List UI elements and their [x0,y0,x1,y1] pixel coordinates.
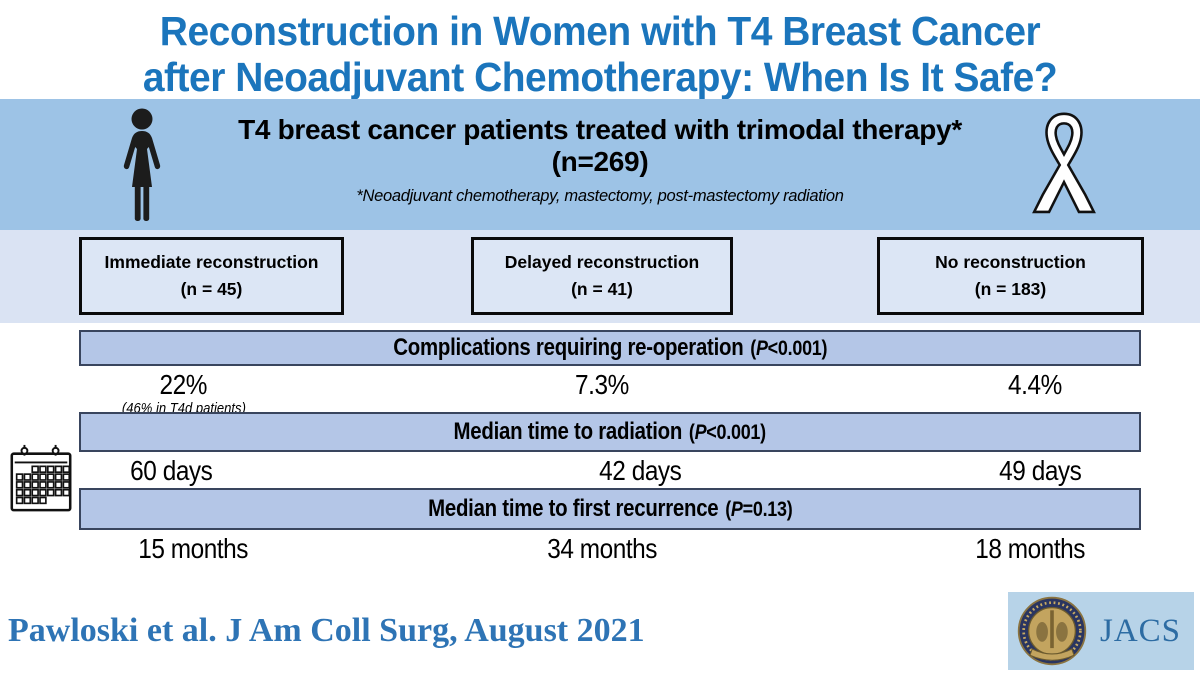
outcome-value: 49 days [999,455,1082,486]
outcome-bar-recurrence: Median time to first recurrence (P=0.13) [79,488,1141,530]
outcome-value: 18 months [975,533,1086,564]
outcome-bar-radiation: Median time to radiation (P<0.001) [79,412,1141,452]
outcome-value: 60 days [130,455,213,486]
outcome-value: 7.3% [575,369,629,400]
outcome-value: 42 days [598,455,682,486]
bar-title-text: Median time to radiation [453,418,683,445]
banner-footnote: *Neoadjuvant chemotherapy, mastectomy, p… [356,186,844,205]
bar-title-text: Median time to first recurrence [427,495,719,522]
cohort-banner: T4 breast cancer patients treated with t… [0,99,1200,230]
jacs-logo: JACS [1008,592,1194,670]
cohort-n: (n = 41) [571,279,633,299]
cohort-n: (n = 45) [180,279,243,299]
cohort-box-delayed: Delayed reconstruction (n = 41) [471,237,733,315]
p-value: (P<0.001) [689,421,767,444]
page-title: Reconstruction in Women with T4 Breast C… [0,8,1200,101]
title-line-2: after Neoadjuvant Chemotherapy: When Is … [142,54,1058,101]
banner-text: T4 breast cancer patients treated with t… [170,114,1030,206]
acs-seal-icon [1017,596,1087,666]
cohort-label: No reconstruction [935,251,1086,272]
outcome-value: 34 months [547,533,657,564]
journal-abbrev: JACS [1100,612,1182,649]
calendar-icon [10,444,72,512]
citation: Pawloski et al. J Am Coll Surg, August 2… [8,612,645,649]
cohort-box-none: No reconstruction (n = 183) [877,237,1144,315]
bar-title: Complications requiring re-operation (P<0… [393,334,827,362]
cohort-label: Immediate reconstruction [104,251,319,272]
p-value: (P<0.001) [749,337,827,360]
outcome-value: 15 months [138,533,249,564]
awareness-ribbon-icon [1032,112,1096,214]
cohort-band: Immediate reconstruction (n = 45) Delaye… [0,230,1200,323]
cohort-label: Delayed reconstruction [504,251,700,272]
outcome-value: 22% (46% in T4d patients) [121,369,246,417]
cohort-n: (n = 183) [974,279,1047,299]
woman-icon [123,108,161,221]
bar-title: Median time to radiation (P<0.001) [453,418,767,446]
banner-heading: T4 breast cancer patients treated with t… [238,114,962,145]
p-value: (P=0.13) [724,498,793,521]
cohort-box-immediate: Immediate reconstruction (n = 45) [79,237,344,315]
outcome-value: 4.4% [1007,369,1062,400]
banner-n-total: (n=269) [551,146,649,178]
outcome-bar-complications: Complications requiring re-operation (P<0… [79,330,1141,366]
bar-title: Median time to first recurrence (P=0.13) [427,495,793,523]
bar-title-text: Complications requiring re-operation [393,334,744,361]
title-line-1: Reconstruction in Women with T4 Breast C… [159,8,1041,54]
